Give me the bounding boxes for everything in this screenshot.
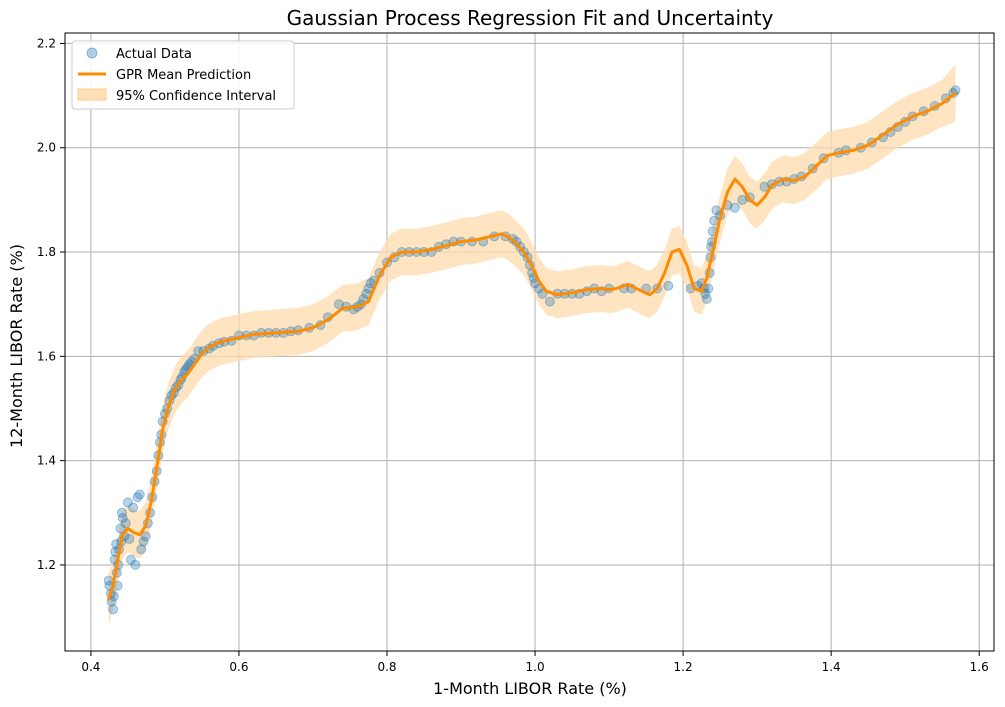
x-axis-ticks: 0.4 0.6 0.8 1.0 1.2 1.4 1.6 [81, 651, 989, 674]
data-point [122, 497, 133, 508]
legend-scatter-marker [86, 47, 98, 59]
x-tick-label: 0.8 [377, 660, 396, 674]
legend-box [71, 40, 295, 110]
confidence-band-area [108, 64, 956, 625]
x-tick-label: 0.6 [229, 660, 248, 674]
data-point [117, 513, 128, 523]
data-point [128, 502, 139, 513]
data-point [737, 194, 748, 205]
legend-label-band: 95% Confidence Interval [116, 89, 276, 104]
legend-label-mean: GPR Mean Prediction [116, 68, 251, 83]
chart-title: Gaussian Process Regression Fit and Unce… [287, 6, 774, 30]
gpr-mean-line [107, 91, 957, 601]
data-point [134, 489, 145, 500]
confidence-band [108, 64, 956, 625]
data-point [120, 518, 131, 529]
data-point [138, 536, 149, 547]
legend: Actual Data GPR Mean Prediction 95% Conf… [71, 40, 295, 110]
x-tick-label: 1.6 [970, 660, 989, 674]
data-point [544, 296, 555, 307]
x-tick-label: 1.4 [822, 660, 841, 674]
data-point [108, 604, 119, 615]
legend-label-actual: Actual Data [116, 47, 192, 62]
data-point [663, 280, 674, 291]
data-point [701, 294, 712, 304]
data-point [729, 202, 740, 213]
mean-line [107, 91, 957, 601]
data-point [115, 523, 126, 534]
x-axis-label: 1-Month LIBOR Rate (%) [433, 679, 627, 698]
data-point [132, 492, 143, 503]
x-tick-label: 0.4 [81, 660, 100, 674]
y-tick-label: 1.4 [37, 454, 56, 468]
y-tick-label: 2.2 [37, 36, 56, 50]
y-axis-ticks: 1.2 1.4 1.6 1.8 2.0 2.2 [37, 36, 65, 572]
data-point [759, 181, 770, 192]
y-tick-label: 1.8 [37, 245, 56, 259]
y-tick-label: 1.2 [37, 558, 56, 572]
data-point [333, 299, 344, 310]
data-point [136, 544, 147, 555]
data-point [140, 531, 151, 542]
legend-band-marker [77, 88, 107, 101]
data-point [124, 533, 135, 544]
data-point [125, 554, 136, 565]
x-tick-label: 1.0 [526, 660, 545, 674]
y-tick-label: 2.0 [37, 141, 56, 155]
y-tick-label: 1.6 [37, 349, 56, 363]
y-axis-label: 12-Month LIBOR Rate (%) [7, 244, 26, 448]
data-point [117, 507, 127, 518]
x-tick-label: 1.2 [674, 660, 693, 674]
plot-frame [64, 32, 995, 652]
data-point [130, 559, 141, 570]
